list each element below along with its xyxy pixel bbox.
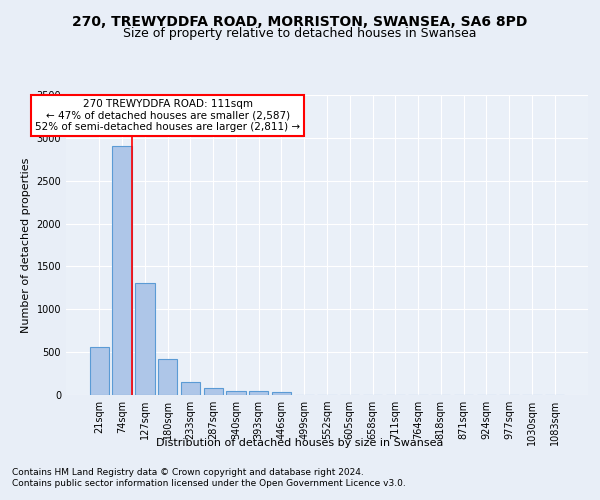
Bar [272, 392, 291, 395]
Bar [112, 146, 132, 395]
Bar [226, 391, 245, 395]
Y-axis label: Number of detached properties: Number of detached properties [21, 158, 31, 332]
Bar [181, 382, 200, 395]
Text: Contains public sector information licensed under the Open Government Licence v3: Contains public sector information licen… [12, 480, 406, 488]
Bar [135, 282, 155, 395]
Bar [203, 388, 223, 395]
Text: Distribution of detached houses by size in Swansea: Distribution of detached houses by size … [157, 438, 443, 448]
Text: 270 TREWYDDFA ROAD: 111sqm
← 47% of detached houses are smaller (2,587)
52% of s: 270 TREWYDDFA ROAD: 111sqm ← 47% of deta… [35, 99, 300, 132]
Bar [249, 392, 268, 395]
Text: Size of property relative to detached houses in Swansea: Size of property relative to detached ho… [123, 28, 477, 40]
Bar [158, 360, 178, 395]
Text: 270, TREWYDDFA ROAD, MORRISTON, SWANSEA, SA6 8PD: 270, TREWYDDFA ROAD, MORRISTON, SWANSEA,… [73, 16, 527, 30]
Text: Contains HM Land Registry data © Crown copyright and database right 2024.: Contains HM Land Registry data © Crown c… [12, 468, 364, 477]
Bar [90, 346, 109, 395]
